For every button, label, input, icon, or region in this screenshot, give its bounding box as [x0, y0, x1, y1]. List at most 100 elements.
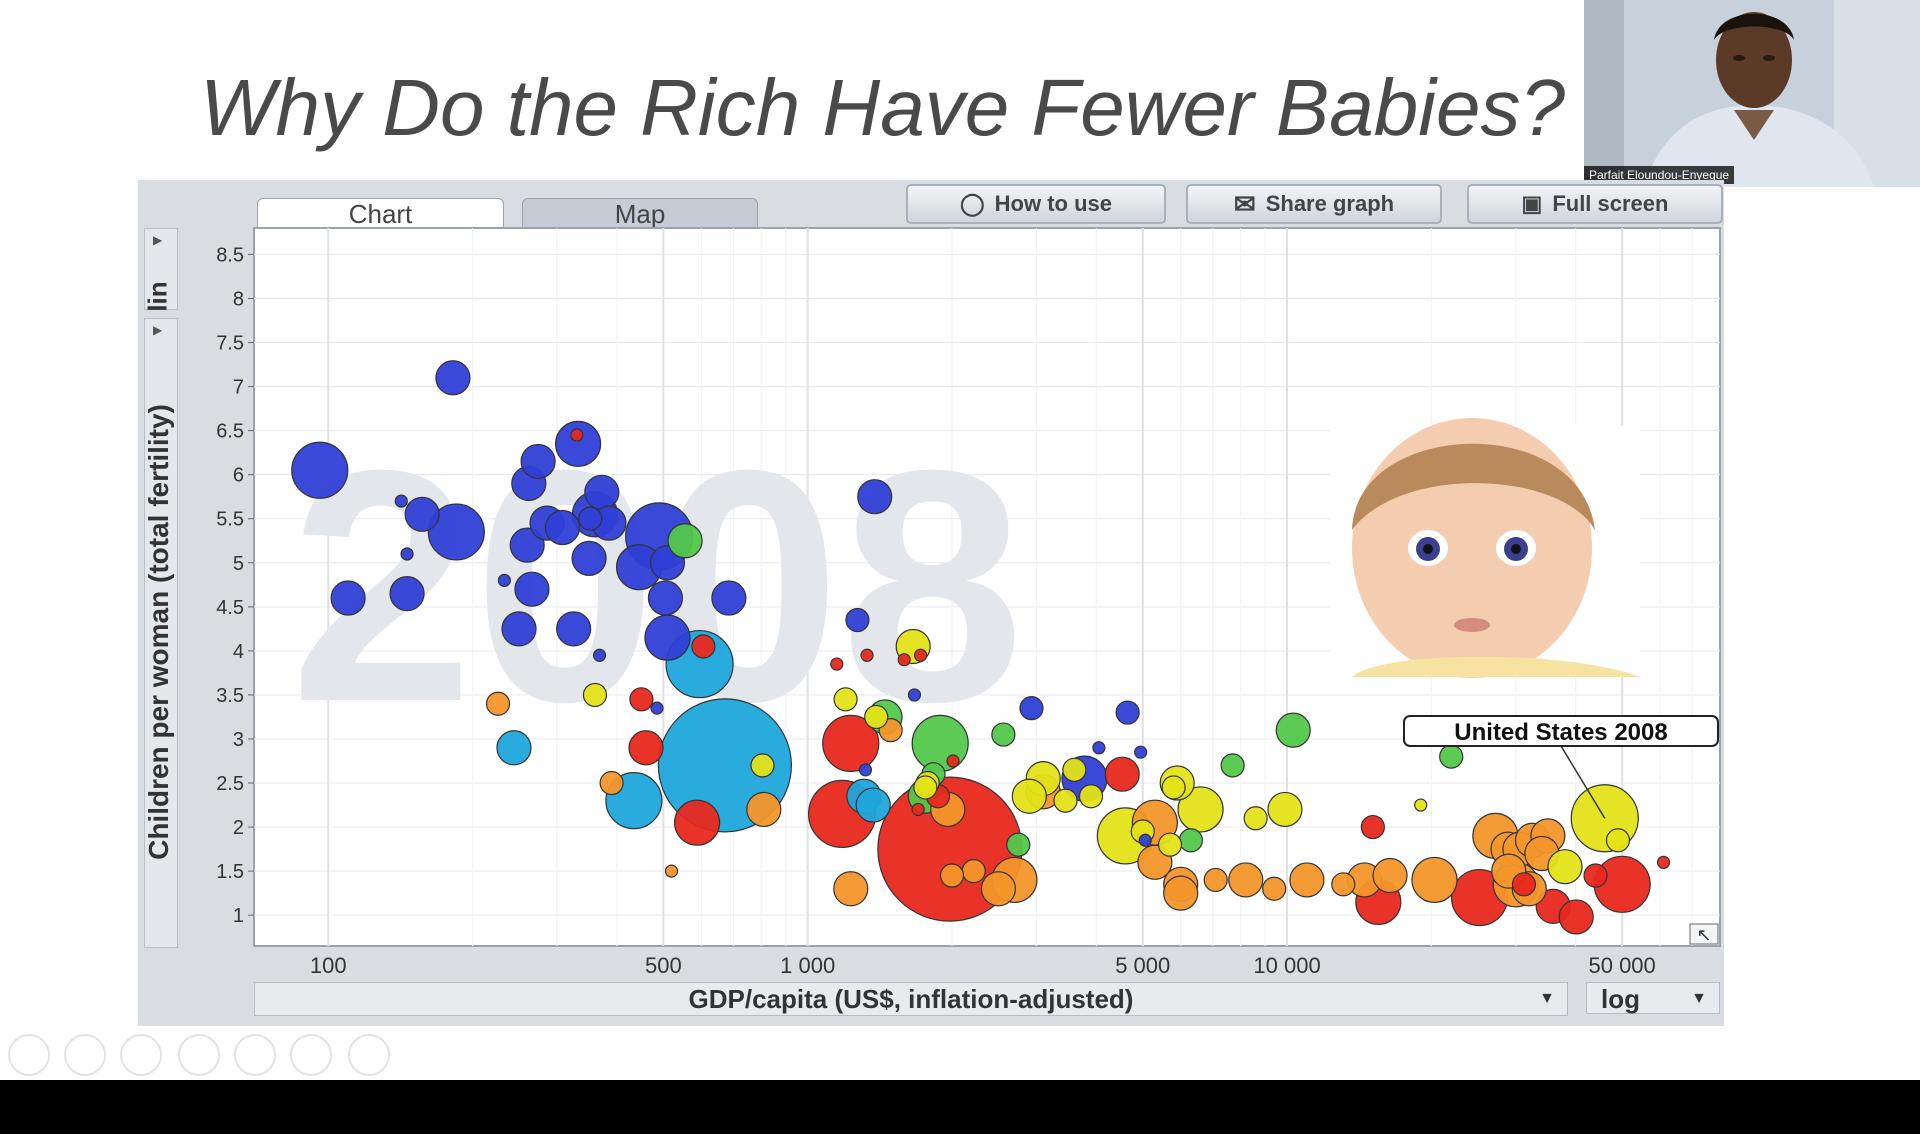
country-bubble[interactable] [394, 494, 408, 508]
previous-slide-icon[interactable] [8, 1034, 50, 1076]
country-bubble[interactable] [1243, 806, 1268, 831]
country-bubble[interactable] [858, 763, 873, 777]
pen-icon[interactable] [120, 1034, 162, 1076]
country-bubble[interactable] [961, 859, 986, 884]
country-bubble[interactable] [1275, 712, 1311, 748]
country-bubble[interactable] [520, 443, 556, 480]
country-bubble[interactable] [582, 682, 608, 708]
country-bubble[interactable] [691, 634, 716, 659]
y-indicator-selector[interactable]: ▶ [144, 318, 178, 948]
country-bubble[interactable] [509, 527, 545, 563]
country-bubble[interactable] [291, 441, 349, 499]
country-bubble[interactable] [427, 503, 485, 561]
country-bubble[interactable] [1547, 849, 1583, 885]
country-bubble[interactable] [544, 509, 581, 546]
country-bubble[interactable] [1331, 872, 1356, 897]
country-bubble[interactable] [750, 753, 775, 778]
country-bubble[interactable] [667, 523, 703, 559]
country-bubble[interactable] [1053, 788, 1078, 813]
x-indicator-selector[interactable]: GDP/capita (US$, inflation-adjusted) ▼ [254, 982, 1568, 1016]
country-bubble[interactable] [1267, 791, 1303, 828]
country-bubble[interactable] [629, 687, 654, 712]
country-bubble[interactable] [1062, 757, 1087, 782]
expand-corner-icon[interactable] [1689, 923, 1719, 945]
country-bubble[interactable] [485, 691, 511, 716]
country-bubble[interactable] [1411, 856, 1458, 904]
tab-chart[interactable]: Chart [257, 198, 504, 229]
x-scale-selector[interactable]: log ▼ [1586, 982, 1720, 1014]
country-bubble[interactable] [400, 547, 414, 561]
country-bubble[interactable] [1605, 828, 1631, 853]
next-slide-icon[interactable] [64, 1034, 106, 1076]
country-bubble[interactable] [1203, 867, 1228, 893]
country-bubble[interactable] [644, 614, 691, 661]
country-bubble[interactable] [1289, 862, 1325, 898]
country-bubble[interactable] [864, 704, 889, 730]
country-bubble[interactable] [599, 770, 624, 796]
slides-icon[interactable] [178, 1034, 220, 1076]
country-bubble[interactable] [746, 791, 782, 828]
country-bubble[interactable] [1414, 798, 1428, 812]
country-bubble[interactable] [1092, 741, 1106, 755]
country-bubble[interactable] [628, 730, 664, 766]
country-bubble[interactable] [1078, 784, 1104, 809]
country-bubble[interactable] [496, 730, 532, 766]
country-bubble[interactable] [711, 580, 747, 616]
y-scale-selector[interactable]: ▶ lin [143, 228, 178, 312]
country-bubble[interactable] [845, 607, 870, 633]
country-bubble[interactable] [1372, 857, 1408, 894]
country-bubble[interactable] [1115, 700, 1140, 725]
country-bubble[interactable] [1178, 828, 1203, 853]
country-bubble[interactable] [404, 496, 440, 532]
country-bubble[interactable] [855, 787, 891, 823]
country-bubble[interactable] [570, 428, 584, 442]
country-bubble[interactable] [833, 871, 869, 907]
country-bubble[interactable] [1006, 832, 1031, 857]
country-bubble[interactable] [330, 580, 366, 616]
country-bubble[interactable] [592, 648, 607, 662]
country-bubble[interactable] [647, 580, 684, 616]
country-bubble[interactable] [1220, 753, 1245, 778]
country-bubble[interactable] [913, 775, 938, 800]
country-bubble[interactable] [571, 540, 607, 576]
country-bubble[interactable] [664, 864, 679, 878]
country-bubble[interactable] [907, 688, 922, 702]
how-to-use-button[interactable]: ◯ How to use [906, 184, 1166, 224]
country-bubble[interactable] [435, 360, 471, 396]
country-bubble[interactable] [1157, 832, 1183, 857]
country-bubble[interactable] [1019, 696, 1044, 721]
country-bubble[interactable] [1262, 876, 1287, 901]
country-bubble[interactable] [497, 573, 511, 587]
country-bubble[interactable] [946, 754, 960, 768]
country-bubble[interactable] [1228, 862, 1264, 898]
country-bubble[interactable] [833, 687, 858, 712]
country-bubble[interactable] [1558, 899, 1594, 935]
country-bubble[interactable] [980, 871, 1017, 907]
country-bubble[interactable] [860, 648, 874, 662]
country-bubble[interactable] [1656, 855, 1671, 869]
country-bubble[interactable] [822, 714, 880, 772]
country-bubble[interactable] [578, 506, 603, 531]
country-bubble[interactable] [1104, 756, 1140, 792]
country-bubble[interactable] [991, 722, 1016, 747]
country-bubble[interactable] [1163, 875, 1199, 911]
country-bubble[interactable] [1360, 814, 1385, 840]
country-bubble[interactable] [1511, 872, 1537, 897]
country-bubble[interactable] [389, 576, 425, 612]
country-bubble[interactable] [857, 479, 893, 515]
country-bubble[interactable] [501, 611, 537, 647]
zoom-icon[interactable] [234, 1034, 276, 1076]
subtitles-icon[interactable] [290, 1034, 332, 1076]
country-bubble[interactable] [584, 474, 620, 510]
country-bubble[interactable] [1439, 744, 1464, 769]
share-graph-button[interactable]: ✉ Share graph [1186, 184, 1442, 224]
country-bubble[interactable] [897, 653, 911, 667]
country-bubble[interactable] [554, 420, 602, 467]
country-bubble[interactable] [514, 571, 550, 607]
country-bubble[interactable] [1161, 775, 1186, 800]
country-bubble[interactable] [556, 611, 592, 647]
more-options-icon[interactable] [348, 1034, 390, 1076]
tab-map[interactable]: Map [522, 198, 758, 229]
country-bubble[interactable] [913, 648, 928, 662]
country-bubble[interactable] [911, 714, 969, 772]
